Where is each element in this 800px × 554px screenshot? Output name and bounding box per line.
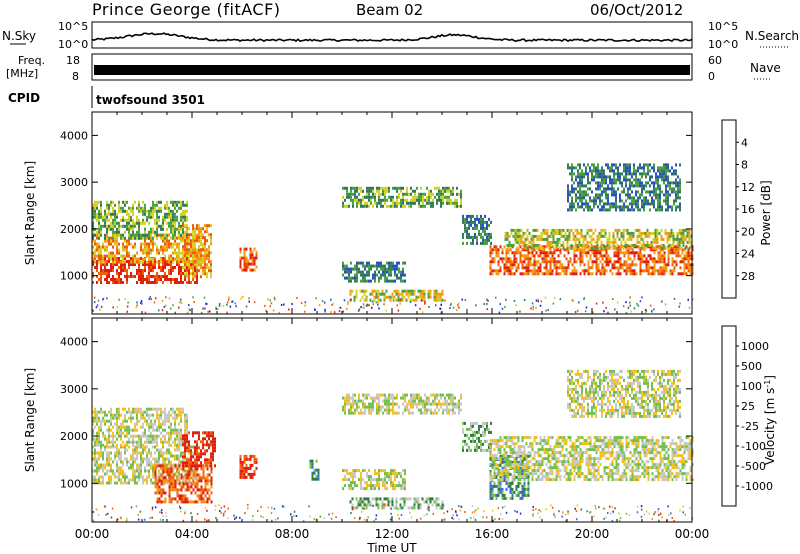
echo-region [342, 469, 406, 491]
y-tick-label: 2000 [60, 430, 88, 443]
freq-trace [94, 65, 690, 75]
x-tick-label: 00:00 [675, 527, 710, 541]
cpid-program: twofsound 3501 [96, 93, 205, 107]
nsky-label: N.Sky [2, 29, 36, 43]
velocity-cbar-label: Velocity [m s-1] [763, 375, 777, 465]
x-tick-label: 08:00 [275, 527, 310, 541]
echo-region [462, 421, 492, 452]
power-panel: 1000 2000 3000 4000 Slant Range [km] 4 8 12 16… [23, 111, 773, 315]
freq-panel: Freq. [MHz] 18 8 60 0 Nave [6, 53, 781, 83]
velocity-frame [91, 317, 693, 523]
colorbar-tick-label: 16 [741, 203, 755, 216]
colorbar-tick-label: 500 [741, 360, 762, 373]
echo-region [349, 497, 444, 510]
velocity-xlabel: Time UT [366, 541, 417, 554]
colorbar-tick-label: 28 [741, 270, 755, 283]
colorbar-tick-label: 25 [741, 400, 755, 413]
cpid-label: CPID [8, 91, 40, 105]
y-tick-label: 3000 [60, 383, 88, 396]
colorbar-tick-label: 12 [741, 181, 755, 194]
echo-region [239, 247, 258, 272]
freq-tick-top: 18 [66, 54, 80, 67]
echo-region [462, 214, 492, 245]
colorbar-tick-label: 24 [741, 248, 755, 261]
nsky-trace [91, 32, 693, 43]
x-tick-label: 04:00 [175, 527, 210, 541]
y-tick-label: 2000 [60, 223, 88, 236]
freq-unit: [MHz] [6, 67, 38, 80]
colorbar-tick-label: 100 [741, 380, 762, 393]
velocity-colorbar: 1000 500 100 25 -25 -100 -500 -1000 [721, 325, 773, 507]
echo-region [239, 454, 258, 479]
colorbar-frame [721, 119, 737, 299]
near-range-speckle [92, 504, 693, 522]
echo-region [182, 224, 212, 279]
nave-label: Nave [750, 61, 781, 75]
colorbar-tick-label: 8 [741, 159, 748, 172]
velocity-cbar-label-close: ] [763, 375, 777, 380]
nsearch-tick-bottom: 10^0 [708, 38, 738, 51]
y-tick-label: 1000 [60, 477, 88, 490]
power-cbar-label: Power [dB] [759, 180, 773, 245]
echo-region [182, 431, 216, 468]
echo-region [567, 163, 681, 212]
nsky-tick-top: 10^5 [58, 20, 88, 33]
echo-region [504, 228, 693, 250]
colorbar-tick-label: -25 [741, 420, 759, 433]
velocity-echoes [92, 369, 694, 522]
echo-region [342, 261, 406, 283]
beam-label: Beam 02 [356, 1, 424, 19]
echo-region [342, 186, 462, 208]
colorbar-tick-label: -1000 [741, 480, 773, 493]
x-tick-label: 20:00 [575, 527, 610, 541]
power-frame [91, 111, 693, 315]
nave-tick-bottom: 0 [708, 70, 715, 83]
near-range-speckle [92, 296, 694, 314]
colorbar-tick-label: 4 [741, 136, 748, 149]
velocity-y-axis: 1000 2000 3000 4000 [60, 336, 692, 490]
power-y-axis: 1000 2000 3000 4000 [60, 129, 692, 283]
colorbar-tick-label: -100 [741, 440, 766, 453]
x-tick-label: 12:00 [375, 527, 410, 541]
velocity-cbar-label-main: Velocity [m s [763, 388, 777, 465]
y-tick-label: 4000 [60, 129, 88, 142]
y-tick-label: 4000 [60, 336, 88, 349]
nave-tick-top: 60 [708, 54, 722, 67]
echo-region [92, 407, 188, 447]
velocity-x-axis: 00:00 04:00 08:00 12:00 16:00 20:00 00:00 [75, 318, 710, 541]
nsky-tick-bottom: 10^0 [58, 38, 88, 51]
y-tick-label: 3000 [60, 176, 88, 189]
colorbar-frame [721, 325, 737, 507]
echo-region [349, 289, 444, 302]
power-colorbar: 4 8 12 16 20 24 28 [721, 119, 755, 299]
power-echoes [92, 163, 694, 314]
station-title: Prince George (fitACF) [92, 0, 281, 19]
nsearch-label: N.Search [745, 29, 799, 43]
colorbar-tick-label: -500 [741, 460, 766, 473]
date-label: 06/Oct/2012 [590, 1, 684, 19]
nsky-frame [91, 21, 693, 49]
freq-tick-bottom: 8 [72, 70, 79, 83]
echo-region [342, 393, 462, 415]
x-tick-label: 16:00 [475, 527, 510, 541]
freq-label: Freq. [18, 54, 45, 67]
velocity-ylabel: Slant Range [km] [23, 368, 37, 472]
y-tick-label: 1000 [60, 270, 88, 283]
nsky-panel: N.Sky 10^5 10^0 10^5 10^0 N.Search [2, 20, 799, 51]
freq-frame [91, 53, 693, 81]
colorbar-tick-label: 1000 [741, 340, 769, 353]
echo-region [309, 459, 320, 481]
nsearch-tick-top: 10^5 [708, 20, 738, 33]
echo-region [154, 464, 213, 504]
velocity-cbar-label-sup: -1 [763, 380, 772, 388]
velocity-panel: 1000 2000 3000 4000 00:00 04:00 08:00 12:00 16:… [23, 317, 777, 554]
power-ylabel: Slant Range [km] [23, 161, 37, 265]
x-tick-label: 00:00 [75, 527, 110, 541]
colorbar-tick-label: 20 [741, 225, 755, 238]
cpid-panel: CPID twofsound 3501 [8, 86, 205, 108]
echo-region [567, 369, 681, 418]
echo-region [489, 436, 694, 482]
